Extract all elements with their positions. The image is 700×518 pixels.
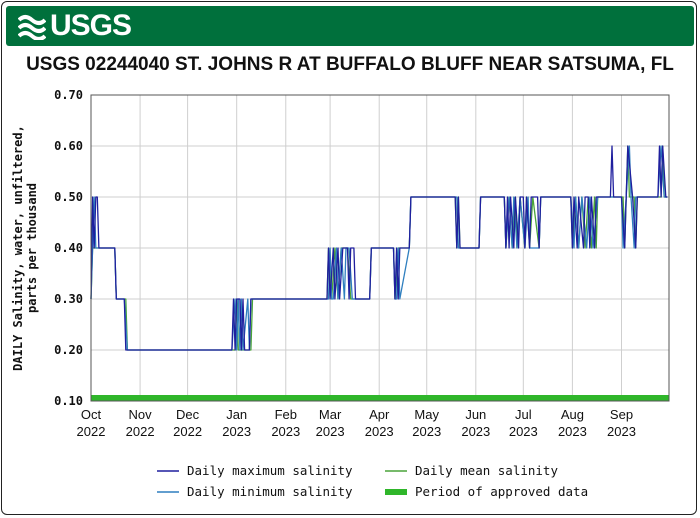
x-tick-label-year: 2023	[365, 424, 394, 439]
usgs-logo: USGS	[18, 9, 132, 42]
x-tick-label-month: Oct	[81, 407, 102, 422]
x-tick-label-year: 2023	[558, 424, 587, 439]
x-tick-label-year: 2023	[316, 424, 345, 439]
y-tick-label: 0.20	[54, 343, 83, 357]
x-tick-label-month: Nov	[129, 407, 153, 422]
usgs-wave-icon	[18, 15, 46, 40]
y-tick-label: 0.10	[54, 394, 83, 408]
x-tick-label-month: Feb	[275, 407, 297, 422]
x-tick-label-year: 2023	[509, 424, 538, 439]
logo-text: USGS	[50, 9, 132, 42]
x-tick-label-year: 2023	[271, 424, 300, 439]
x-tick-label-month: Jul	[515, 407, 532, 422]
y-tick-label: 0.50	[54, 190, 83, 204]
x-tick-label-year: 2023	[222, 424, 251, 439]
x-tick-label-month: Mar	[319, 407, 342, 422]
x-tick-label-year: 2023	[412, 424, 441, 439]
series-line-daily-maximum-salinity	[90, 145, 668, 351]
approved-period-bar	[91, 395, 669, 401]
legend-swatch-approved	[385, 489, 407, 495]
x-tick-label-year: 2022	[173, 424, 202, 439]
y-axis-label-line1: DAILY Salinity, water, unfiltered,	[11, 125, 25, 371]
x-tick-label-month: Jun	[465, 407, 486, 422]
x-tick-label-month: Jan	[226, 407, 247, 422]
x-tick-label-year: 2023	[607, 424, 636, 439]
legend-label: Daily minimum salinity	[187, 484, 353, 499]
usgs-banner: USGS	[6, 6, 694, 46]
legend-label: Daily maximum salinity	[187, 463, 353, 478]
y-tick-label: 0.70	[54, 88, 83, 102]
legend-label: Period of approved data	[415, 484, 588, 499]
x-tick-labels: Oct 2022 Nov 2022 Dec 2022 Jan 2023 Feb 2023 Mar 20…	[77, 407, 636, 439]
x-tick-label-year: 2022	[77, 424, 106, 439]
y-axis-label: DAILY Salinity, water, unfiltered, parts …	[11, 125, 39, 371]
x-tick-label-year: 2022	[126, 424, 155, 439]
series-lines	[90, 145, 668, 351]
x-tick-label-year: 2023	[461, 424, 490, 439]
y-axis-label-line2: parts per thousand	[25, 183, 39, 313]
y-tick-labels: 0.10 0.20 0.30 0.40 0.50 0.60 0.70	[54, 88, 83, 408]
x-tick-label-month: Dec	[176, 407, 200, 422]
plot-area-border	[90, 94, 670, 402]
chart-title: USGS 02244040 ST. JOHNS R AT BUFFALO BLU…	[26, 54, 674, 75]
y-tick-label: 0.60	[54, 139, 83, 153]
y-tick-label: 0.40	[54, 241, 83, 255]
approved-period-bar	[91, 395, 669, 401]
x-tick-label-month: May	[414, 407, 439, 422]
x-tick-label-month: Aug	[561, 407, 584, 422]
legend-label: Daily mean salinity	[415, 463, 558, 478]
y-tick-label: 0.30	[54, 292, 83, 306]
x-tick-label-month: Apr	[369, 407, 390, 422]
x-tick-label-month: Sep	[610, 407, 633, 422]
legend: Daily maximum salinity Daily mean salinit…	[157, 463, 588, 499]
